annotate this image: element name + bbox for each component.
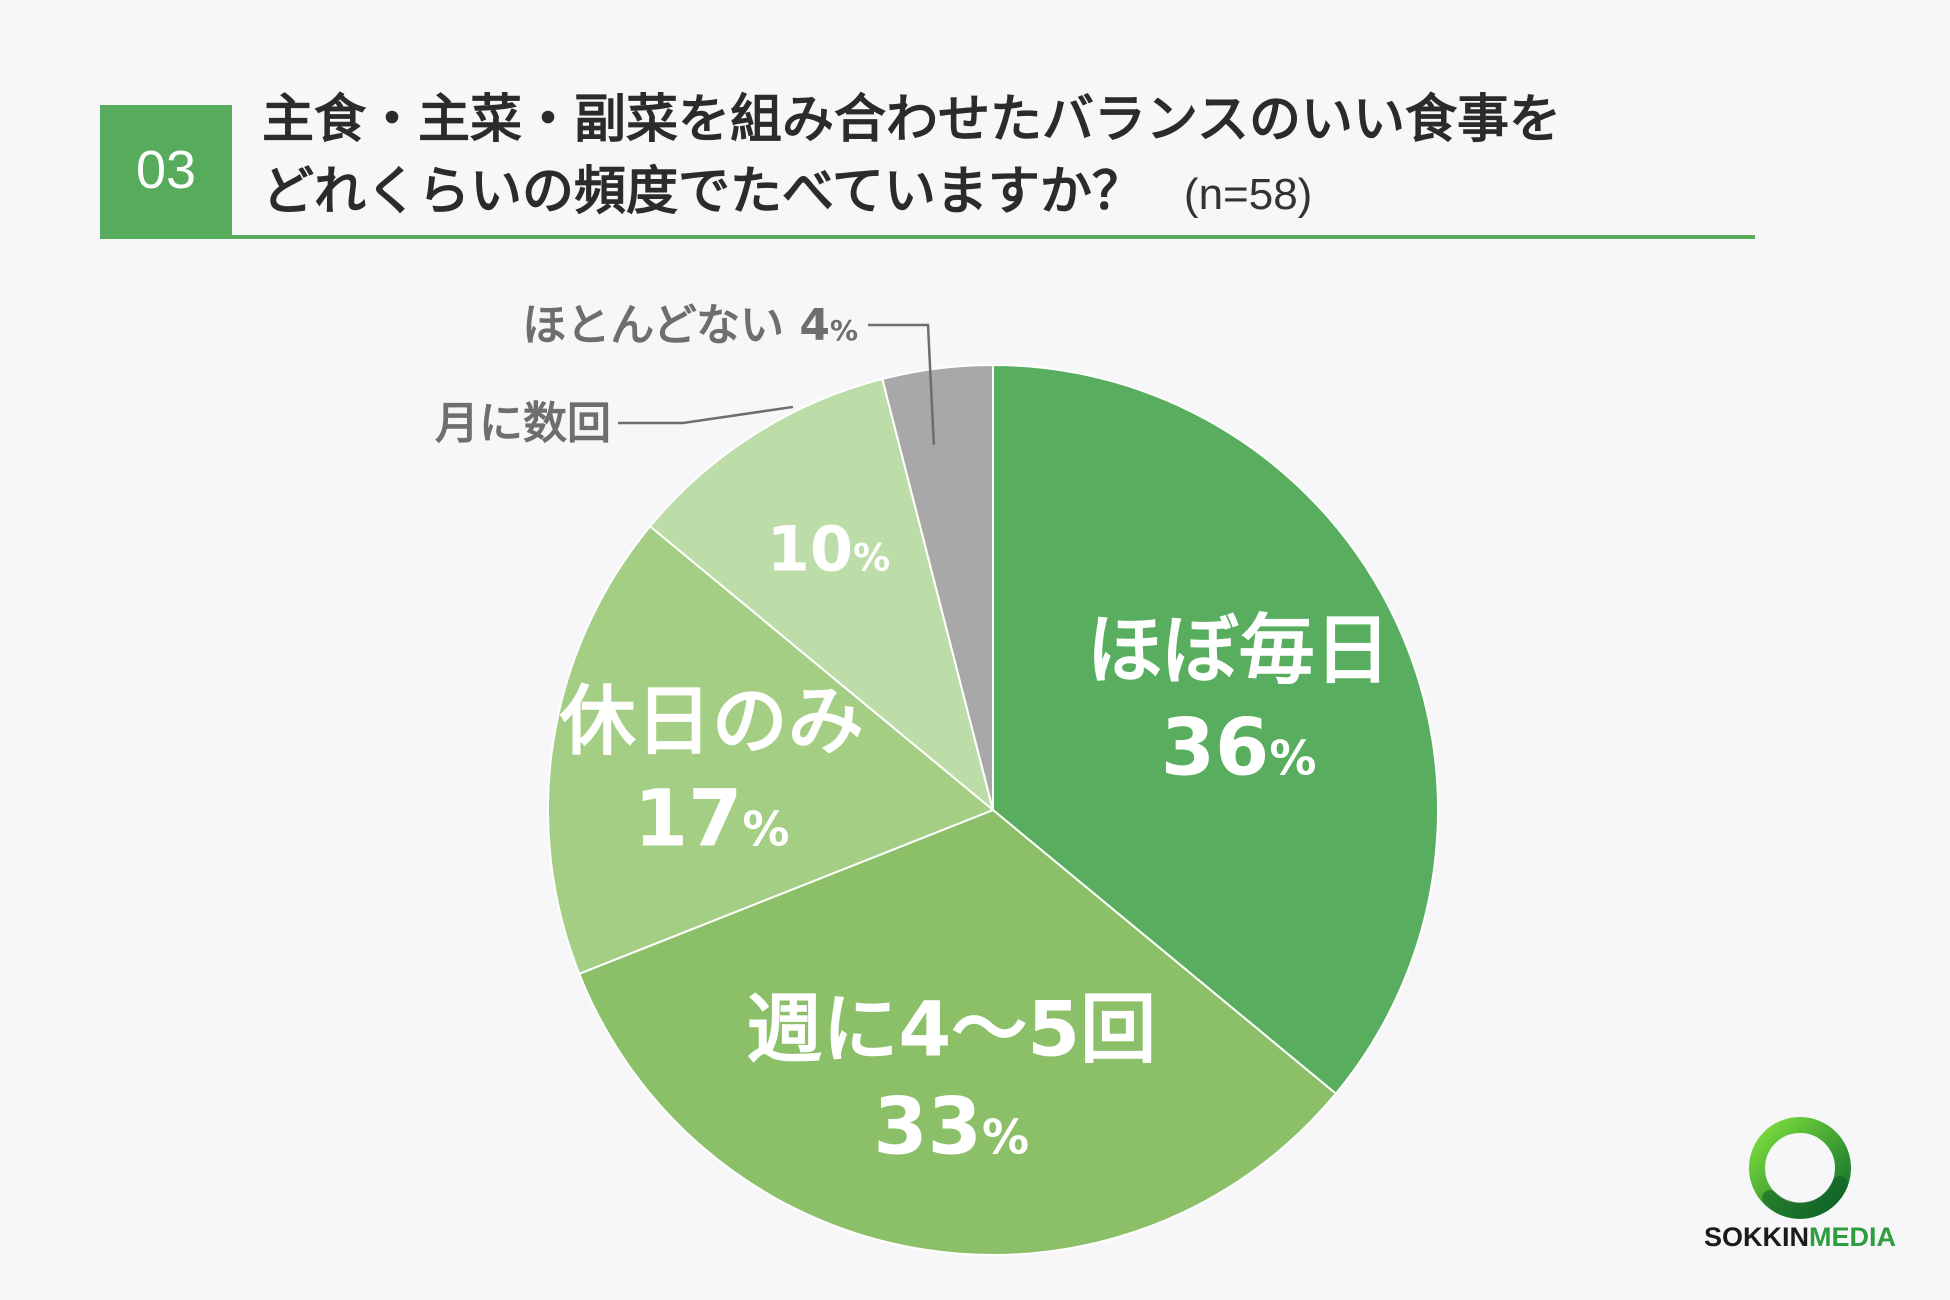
question-number-badge: 03: [100, 105, 232, 235]
question-number: 03: [135, 140, 197, 200]
pie-slice-1: [992, 363, 1439, 1096]
slice-label-4: 月に数回: [435, 398, 611, 449]
title-underline: [100, 235, 1755, 239]
slice-label-5: ほとんどない 4%: [522, 300, 858, 351]
chart-title: 主食・主菜・副菜を組み合わせたバランスのいい食事を どれくらいの頻度でたべていま…: [262, 84, 1802, 231]
pie-slice-4: [648, 377, 995, 813]
logo-ring-icon: [1749, 1117, 1851, 1219]
slice-label-3: 休日のみ: [559, 676, 864, 765]
sample-size: (n=58): [1183, 170, 1313, 219]
slice-value-3: 17%: [634, 774, 790, 864]
slice-value-4: 10%: [767, 513, 890, 586]
slice-label-2: 週に4～5回: [746, 985, 1156, 1074]
callout-line-5: [868, 323, 936, 445]
pie-slice-2: [577, 808, 1338, 1256]
pie-slice-3: [547, 524, 995, 976]
callout-line-4: [618, 405, 794, 425]
slice-value-1: 36%: [1161, 703, 1317, 793]
slice-value-2: 33%: [873, 1083, 1029, 1173]
logo-wordmark: SOKKINMEDIA: [1695, 1222, 1905, 1253]
slice-label-1: ほぼ毎日: [1087, 605, 1391, 694]
logo-media: MEDIA: [1809, 1222, 1896, 1252]
sokkin-media-logo: SOKKINMEDIA: [1695, 1110, 1905, 1260]
logo-sokkin: SOKKIN: [1703, 1222, 1809, 1252]
pie-slice-5: [881, 363, 994, 811]
title-line-2: どれくらいの頻度でたべていますか？ (n=58): [262, 156, 1802, 231]
title-line-1: 主食・主菜・副菜を組み合わせたバランスのいい食事を: [262, 90, 1561, 150]
title-line-2-text: どれくらいの頻度でたべていますか？: [262, 162, 1144, 222]
